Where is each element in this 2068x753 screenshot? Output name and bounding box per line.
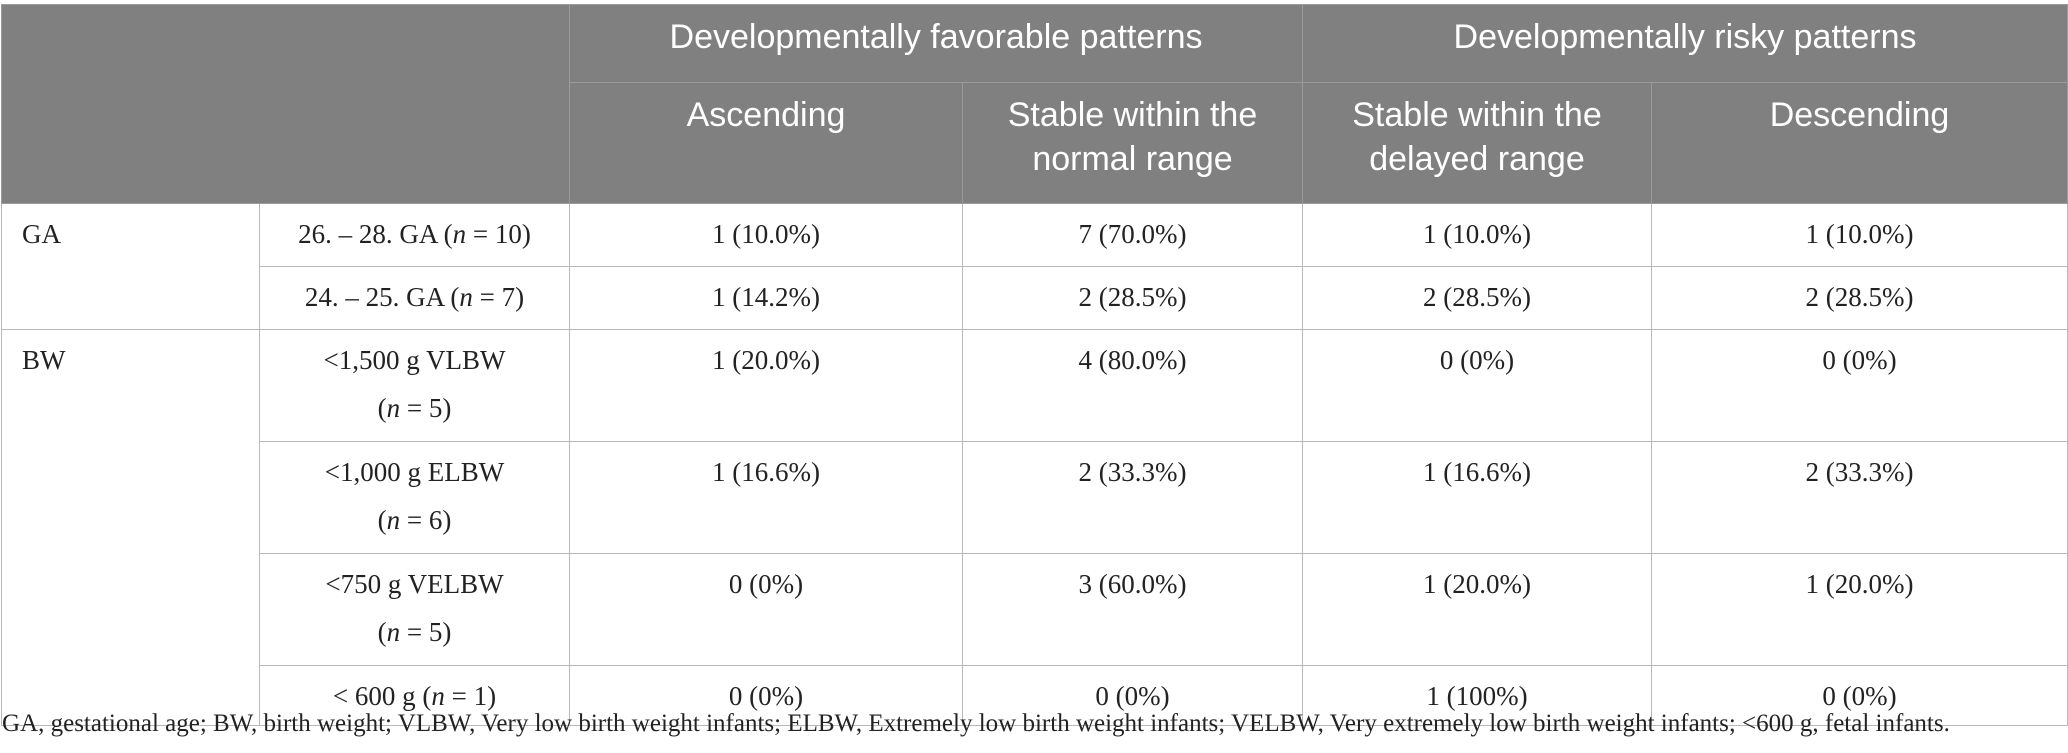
cell-ascending: 1 (16.6%) (569, 441, 963, 554)
cell-stable-normal: 3 (60.0%) (962, 553, 1303, 666)
cell-stable-normal: 2 (28.5%) (962, 266, 1303, 330)
cell-stable-normal: 4 (80.0%) (962, 329, 1303, 442)
cell-ascending: 1 (14.2%) (569, 266, 963, 330)
table-row: 24. – 25. GA (n = 7) 1 (14.2%) 2 (28.5%)… (2, 266, 2068, 330)
header-group-risky: Developmentally risky patterns (1302, 4, 2068, 83)
table-header: Developmentally favorable patterns Devel… (1, 4, 2068, 204)
row-label: 24. – 25. GA (n = 7) (259, 266, 570, 330)
table-container: Developmentally favorable patterns Devel… (1, 4, 2068, 726)
cell-ascending: 0 (0%) (569, 665, 963, 726)
header-group-favorable: Developmentally favorable patterns (569, 4, 1303, 83)
table-row: <750 g VELBW (n = 5) 0 (0%) 3 (60.0%) 1 (… (2, 553, 2068, 666)
group-label-ga: GA (1, 203, 260, 330)
cell-stable-delayed: 0 (0%) (1302, 329, 1652, 442)
table-row: BW <1,500 g VLBW (n = 5) 1 (20.0%) 4 (80.… (1, 329, 2068, 726)
cell-descending: 2 (33.3%) (1651, 441, 2068, 554)
group-label-bw: BW (1, 329, 260, 726)
cell-stable-delayed: 2 (28.5%) (1302, 266, 1652, 330)
cell-descending: 1 (20.0%) (1651, 553, 2068, 666)
header-corner (1, 4, 570, 204)
header-row-groups: Developmentally favorable patterns Devel… (1, 4, 2068, 204)
cell-descending: 1 (10.0%) (1651, 203, 2068, 267)
cell-stable-delayed: 1 (10.0%) (1302, 203, 1652, 267)
row-label: <1,500 g VLBW (n = 5) (259, 329, 570, 442)
cell-descending: 0 (0%) (1651, 665, 2068, 726)
cell-stable-delayed: 1 (16.6%) (1302, 441, 1652, 554)
header-row-columns: Ascending Stable within the normal range … (2, 82, 2068, 204)
header-stable-delayed: Stable within the delayed range (1302, 82, 1652, 204)
header-stable-delayed-line2: delayed range (1369, 140, 1585, 178)
table-body: GA 26. – 28. GA (n = 10) 1 (10.0%) 7 (70… (1, 203, 2068, 726)
table-footnote: GA, gestational age; BW, birth weight; V… (2, 710, 1950, 737)
cell-descending: 0 (0%) (1651, 329, 2068, 442)
header-ascending: Ascending (569, 82, 963, 204)
cell-stable-normal: 0 (0%) (962, 665, 1303, 726)
header-stable-delayed-line1: Stable within the (1352, 96, 1602, 134)
outcome-table: Developmentally favorable patterns Devel… (1, 4, 2068, 726)
cell-ascending: 1 (20.0%) (569, 329, 963, 442)
header-stable-normal-line1: Stable within the (1007, 96, 1258, 134)
header-descending: Descending (1651, 82, 2068, 204)
header-stable-normal: Stable within the normal range (962, 82, 1303, 204)
row-label: <1,000 g ELBW (n = 6) (259, 441, 570, 554)
table-row: GA 26. – 28. GA (n = 10) 1 (10.0%) 7 (70… (1, 203, 2068, 330)
table-row: < 600 g (n = 1) 0 (0%) 0 (0%) 1 (100%) 0… (2, 665, 2068, 726)
cell-stable-normal: 2 (33.3%) (962, 441, 1303, 554)
table-row: <1,000 g ELBW (n = 6) 1 (16.6%) 2 (33.3%)… (2, 441, 2068, 554)
cell-ascending: 0 (0%) (569, 553, 963, 666)
cell-ascending: 1 (10.0%) (569, 203, 963, 267)
row-label: <750 g VELBW (n = 5) (259, 553, 570, 666)
row-label: 26. – 28. GA (n = 10) (259, 203, 570, 267)
cell-stable-delayed: 1 (20.0%) (1302, 553, 1652, 666)
cell-descending: 2 (28.5%) (1651, 266, 2068, 330)
cell-stable-normal: 7 (70.0%) (962, 203, 1303, 267)
header-stable-normal-line2: normal range (1032, 140, 1233, 178)
row-label: < 600 g (n = 1) (259, 665, 570, 726)
